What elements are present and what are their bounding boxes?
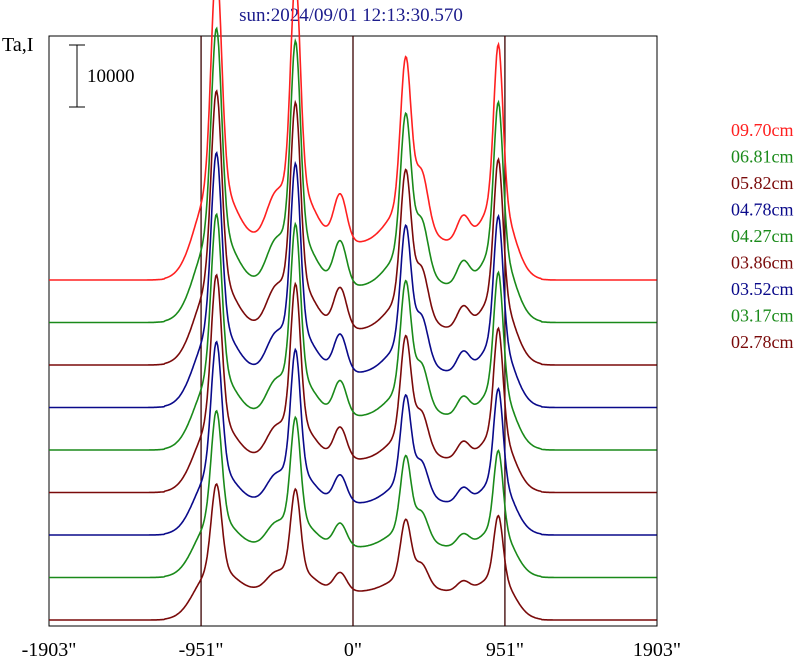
series-line-04.78cm (49, 150, 657, 409)
y-axis-label: Ta,I (2, 34, 33, 56)
legend: 09.70cm 06.81cm 05.82cm 04.78cm 04.27cm 03.86… (731, 120, 794, 352)
legend-entry: 03.17cm (731, 306, 794, 326)
x-tick-label: 0" (344, 639, 362, 661)
legend-entry: 04.78cm (731, 200, 794, 220)
x-tick-labels: -1903" -951" 0" 951" 1903" (22, 639, 682, 661)
x-tick-label: -951" (179, 639, 224, 661)
series-lines (49, 0, 657, 621)
legend-entry: 02.78cm (731, 332, 794, 352)
chart-title: sun:2024/09/01 12:13:30.570 (239, 5, 463, 26)
legend-entry: 03.86cm (731, 253, 794, 273)
vertical-reference-lines (200, 36, 506, 626)
x-tick-label: 1903" (633, 639, 681, 661)
legend-entry: 09.70cm (731, 120, 794, 140)
series-line-09.70cm (49, 0, 657, 281)
scale-bar-label: 10000 (87, 66, 135, 87)
series-line-03.86cm (49, 273, 657, 494)
legend-entry: 04.27cm (731, 226, 794, 246)
series-line-03.17cm (49, 409, 657, 579)
x-tick-label: -1903" (22, 639, 77, 661)
series-line-03.52cm (49, 340, 657, 536)
series-line-06.81cm (49, 26, 657, 324)
series-line-02.78cm (49, 482, 657, 621)
legend-entry: 03.52cm (731, 279, 794, 299)
x-tick-label: 951" (486, 639, 524, 661)
series-line-05.82cm (49, 89, 657, 366)
series-line-04.27cm (49, 212, 657, 451)
scale-bar: 10000 (69, 44, 135, 108)
legend-entry: 06.81cm (731, 147, 794, 167)
legend-entry: 05.82cm (731, 173, 794, 193)
